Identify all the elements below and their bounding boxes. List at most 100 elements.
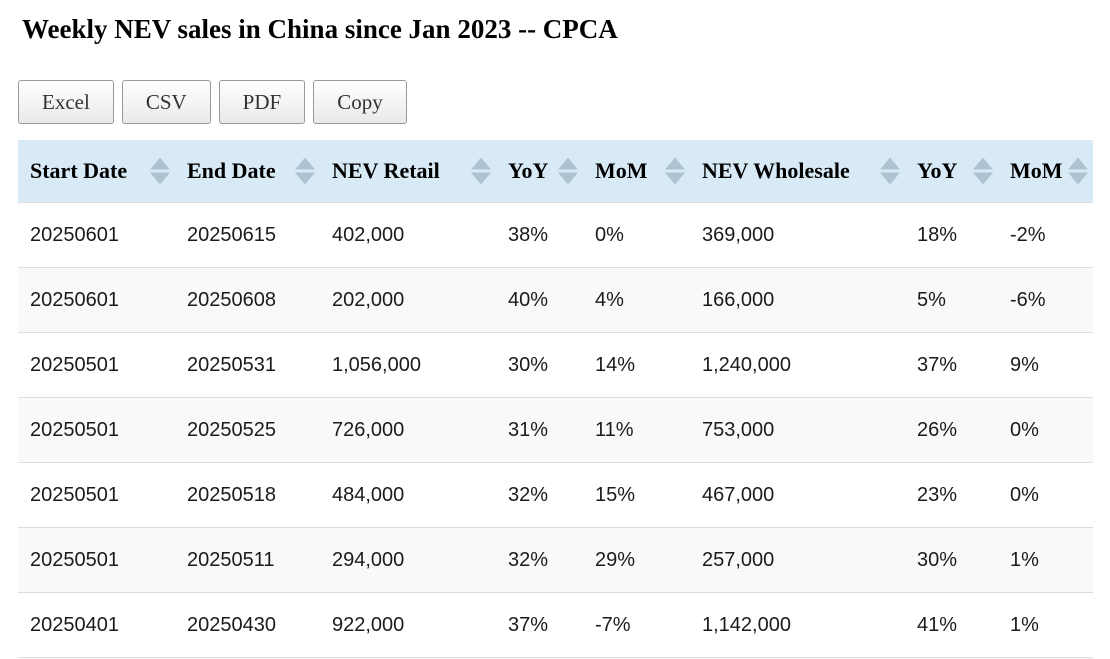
column-label: Start Date	[30, 158, 128, 183]
column-header-wholesale-mom[interactable]: MoM	[998, 140, 1093, 203]
sort-up-arrow-icon	[295, 157, 315, 170]
sort-down-arrow-icon	[665, 172, 685, 185]
cell-retail-yoy: 32%	[496, 462, 583, 528]
sort-down-arrow-icon	[295, 172, 315, 185]
column-label: YoY	[917, 158, 958, 183]
cell-end-date: 20250511	[175, 527, 320, 593]
cell-nev-retail: 1,056,000	[320, 332, 496, 398]
column-label: MoM	[595, 158, 648, 183]
cell-start-date: 20250401	[18, 592, 175, 657]
table-row: 20250601 20250615 402,000 38% 0% 369,000 18% -2…	[18, 202, 1093, 268]
sort-up-arrow-icon	[973, 157, 993, 170]
column-header-retail-yoy[interactable]: YoY	[496, 140, 583, 203]
cell-wholesale-mom: 9%	[998, 332, 1093, 398]
cell-start-date: 20250501	[18, 397, 175, 463]
cell-wholesale-yoy: 18%	[905, 202, 998, 268]
cell-nev-wholesale: 369,000	[690, 202, 905, 268]
cell-nev-retail: 402,000	[320, 202, 496, 268]
cell-retail-mom: 29%	[583, 527, 690, 593]
column-label: NEV Retail	[332, 158, 440, 183]
cell-nev-wholesale: 166,000	[690, 267, 905, 333]
page-title: Weekly NEV sales in China since Jan 2023…	[22, 14, 618, 44]
column-header-end-date[interactable]: End Date	[175, 140, 320, 203]
sort-up-arrow-icon	[1068, 157, 1088, 170]
export-csv-button[interactable]: CSV	[121, 80, 211, 124]
cell-nev-wholesale: 753,000	[690, 397, 905, 463]
cell-start-date: 20250601	[18, 267, 175, 333]
table-row: 20250501 20250531 1,056,000 30% 14% 1,240,000…	[18, 332, 1093, 398]
cell-wholesale-yoy: 5%	[905, 267, 998, 333]
cell-nev-retail: 294,000	[320, 527, 496, 593]
cell-nev-wholesale: 1,240,000	[690, 332, 905, 398]
partial-next-row	[18, 657, 1093, 659]
cell-retail-mom: 14%	[583, 332, 690, 398]
cell-nev-retail: 202,000	[320, 267, 496, 333]
sort-icon	[880, 157, 900, 185]
cell-wholesale-yoy: 26%	[905, 397, 998, 463]
sort-up-arrow-icon	[558, 157, 578, 170]
cell-wholesale-mom: -2%	[998, 202, 1093, 268]
column-header-retail-mom[interactable]: MoM	[583, 140, 690, 203]
cell-end-date: 20250608	[175, 267, 320, 333]
header-row: Start Date End Date NEV Retail YoY MoM NEV Wh…	[18, 140, 1093, 203]
cell-start-date: 20250501	[18, 462, 175, 528]
cell-nev-retail: 726,000	[320, 397, 496, 463]
cell-retail-yoy: 38%	[496, 202, 583, 268]
cell-start-date: 20250501	[18, 527, 175, 593]
cell-wholesale-mom: 1%	[998, 592, 1093, 657]
cell-nev-retail: 922,000	[320, 592, 496, 657]
cell-end-date: 20250518	[175, 462, 320, 528]
cell-nev-wholesale: 467,000	[690, 462, 905, 528]
page-container: Weekly NEV sales in China since Jan 2023…	[0, 12, 1110, 659]
sort-icon	[150, 157, 170, 185]
sort-down-arrow-icon	[1068, 172, 1088, 185]
sort-icon	[558, 157, 578, 185]
table-row: 20250601 20250608 202,000 40% 4% 166,000 5% -6%	[18, 267, 1093, 333]
export-pdf-button[interactable]: PDF	[218, 80, 306, 124]
column-header-nev-wholesale[interactable]: NEV Wholesale	[690, 140, 905, 203]
export-excel-button[interactable]: Excel	[18, 80, 114, 124]
sort-down-arrow-icon	[880, 172, 900, 185]
cell-retail-yoy: 30%	[496, 332, 583, 398]
cell-retail-yoy: 40%	[496, 267, 583, 333]
sort-up-arrow-icon	[150, 157, 170, 170]
nev-sales-table: Start Date End Date NEV Retail YoY MoM NEV Wh…	[18, 140, 1093, 657]
cell-nev-wholesale: 1,142,000	[690, 592, 905, 657]
cell-start-date: 20250501	[18, 332, 175, 398]
sort-up-arrow-icon	[471, 157, 491, 170]
column-label: End Date	[187, 158, 276, 183]
sort-down-arrow-icon	[150, 172, 170, 185]
sort-icon	[973, 157, 993, 185]
column-label: YoY	[508, 158, 549, 183]
sort-icon	[665, 157, 685, 185]
cell-wholesale-yoy: 41%	[905, 592, 998, 657]
cell-wholesale-yoy: 23%	[905, 462, 998, 528]
cell-nev-wholesale: 257,000	[690, 527, 905, 593]
cell-nev-retail: 484,000	[320, 462, 496, 528]
sort-up-arrow-icon	[665, 157, 685, 170]
sort-icon	[295, 157, 315, 185]
export-copy-button[interactable]: Copy	[313, 80, 407, 124]
cell-start-date: 20250601	[18, 202, 175, 268]
table-row: 20250501 20250525 726,000 31% 11% 753,000 26% 0…	[18, 397, 1093, 463]
cell-end-date: 20250430	[175, 592, 320, 657]
column-header-nev-retail[interactable]: NEV Retail	[320, 140, 496, 203]
cell-retail-yoy: 37%	[496, 592, 583, 657]
cell-wholesale-yoy: 37%	[905, 332, 998, 398]
sort-down-arrow-icon	[558, 172, 578, 185]
cell-wholesale-yoy: 30%	[905, 527, 998, 593]
column-label: NEV Wholesale	[702, 158, 850, 183]
sort-down-arrow-icon	[471, 172, 491, 185]
cell-end-date: 20250531	[175, 332, 320, 398]
column-header-start-date[interactable]: Start Date	[18, 140, 175, 203]
table-body: 20250601 20250615 402,000 38% 0% 369,000 18% -2…	[18, 202, 1093, 657]
cell-retail-mom: 15%	[583, 462, 690, 528]
cell-wholesale-mom: 0%	[998, 397, 1093, 463]
cell-retail-mom: 0%	[583, 202, 690, 268]
sort-down-arrow-icon	[973, 172, 993, 185]
cell-retail-mom: 11%	[583, 397, 690, 463]
cell-retail-mom: 4%	[583, 267, 690, 333]
column-header-wholesale-yoy[interactable]: YoY	[905, 140, 998, 203]
table-row: 20250501 20250511 294,000 32% 29% 257,000 30% 1…	[18, 527, 1093, 593]
sort-icon	[1068, 157, 1088, 185]
